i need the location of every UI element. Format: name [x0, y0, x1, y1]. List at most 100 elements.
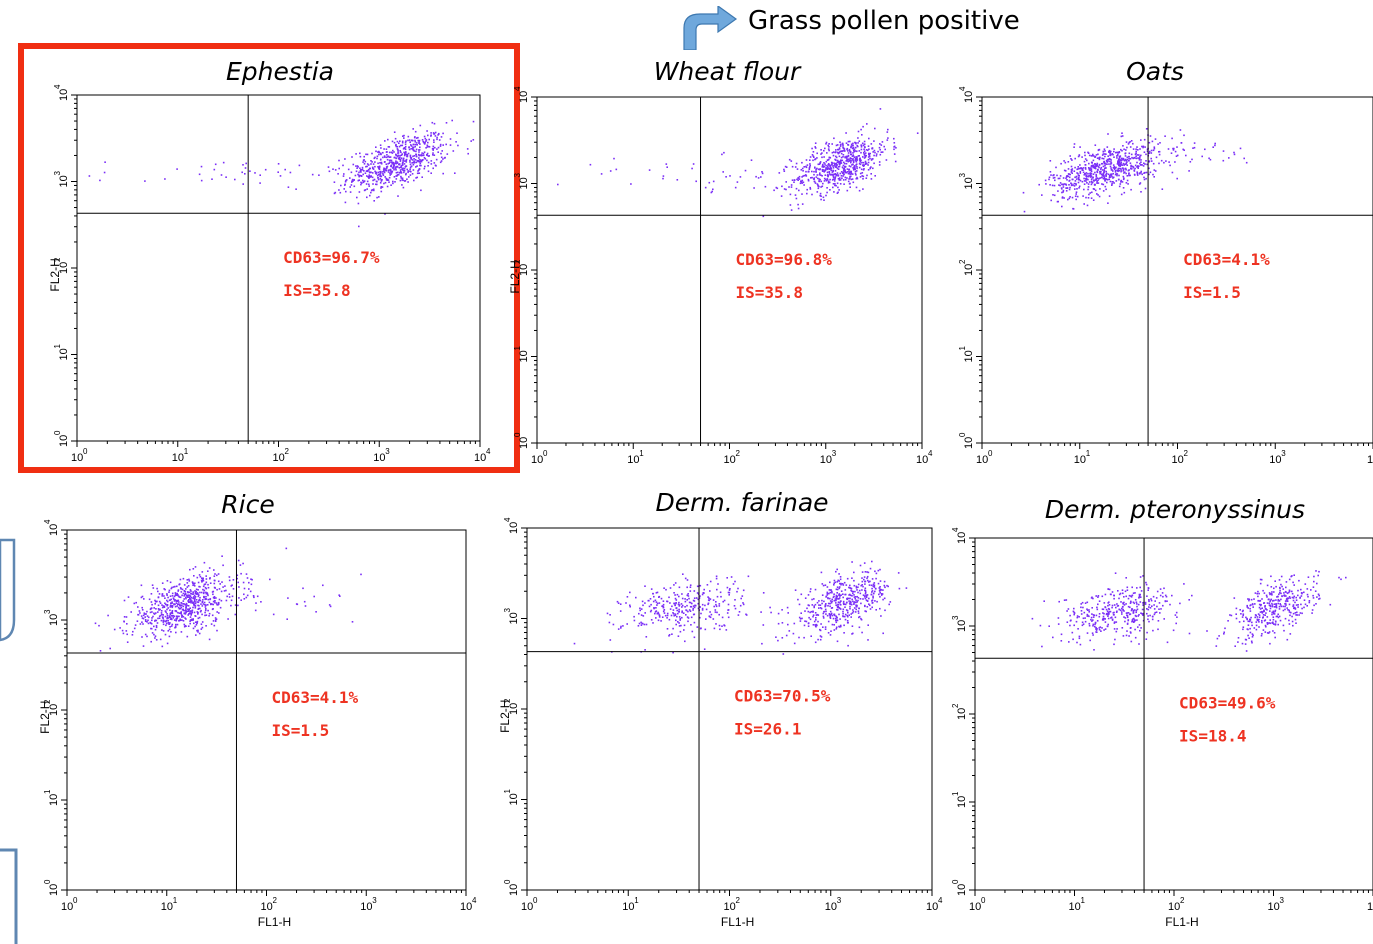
- event-dot: [1137, 167, 1139, 169]
- event-dot: [1233, 153, 1236, 156]
- event-dot: [887, 137, 889, 139]
- event-dot: [1126, 158, 1128, 161]
- event-dot: [811, 176, 813, 179]
- event-dot: [198, 604, 200, 607]
- event-dot: [1256, 618, 1259, 621]
- event-dot: [827, 605, 829, 607]
- event-dot: [363, 163, 366, 165]
- event-dot: [188, 599, 190, 601]
- event-dot: [826, 614, 829, 617]
- event-dot: [234, 613, 237, 616]
- event-dot: [1058, 600, 1060, 603]
- event-dot: [1128, 159, 1130, 162]
- event-dot: [177, 599, 180, 602]
- event-dot: [1074, 180, 1077, 182]
- event-dot: [383, 155, 386, 157]
- event-dot: [811, 154, 814, 156]
- event-dot: [818, 174, 821, 176]
- event-dot: [1269, 642, 1271, 645]
- event-dot: [1214, 142, 1216, 145]
- cd63-percentage: CD63=4.1%: [271, 688, 358, 707]
- event-dot: [189, 620, 191, 622]
- event-dot: [809, 611, 811, 614]
- event-dot: [686, 594, 689, 597]
- event-dot: [836, 192, 839, 194]
- event-dot: [1053, 194, 1056, 197]
- y-tick-exponent: 3: [513, 173, 522, 178]
- event-dot: [189, 595, 192, 597]
- x-tick-exponent: 4: [486, 447, 491, 456]
- event-dot: [1251, 641, 1253, 644]
- event-dot: [1120, 193, 1123, 196]
- event-dot: [208, 601, 211, 604]
- event-dot: [792, 632, 795, 635]
- event-dot: [1091, 191, 1093, 194]
- event-dot: [852, 590, 854, 593]
- event-dot: [816, 613, 819, 616]
- event-dot: [805, 175, 808, 177]
- event-dot: [859, 163, 862, 166]
- event-dot: [1085, 172, 1088, 174]
- event-dot: [195, 588, 198, 591]
- event-dot: [880, 151, 883, 153]
- event-dot: [1086, 159, 1088, 162]
- event-dot: [189, 597, 191, 599]
- event-dot: [424, 137, 427, 140]
- event-dot: [690, 624, 692, 626]
- event-dot: [206, 604, 209, 606]
- event-dot: [1279, 619, 1282, 622]
- event-dot: [1125, 159, 1128, 162]
- event-dot: [883, 580, 886, 583]
- event-dot: [833, 173, 835, 176]
- event-dot: [800, 180, 803, 183]
- event-dot: [826, 171, 829, 174]
- event-dot: [171, 611, 173, 613]
- event-dot: [387, 155, 390, 158]
- event-dot: [1100, 173, 1103, 176]
- event-dot: [391, 162, 393, 165]
- event-dot: [147, 616, 150, 619]
- event-dot: [287, 186, 290, 188]
- event-dot: [186, 610, 188, 613]
- event-dot: [858, 150, 861, 152]
- event-dot: [867, 639, 869, 641]
- event-dot: [837, 186, 839, 189]
- event-dot: [848, 173, 851, 175]
- event-dot: [1110, 617, 1112, 619]
- event-dot: [843, 167, 846, 170]
- event-dot: [198, 607, 200, 610]
- event-dot: [360, 175, 363, 177]
- event-dot: [1107, 617, 1110, 620]
- event-dot: [200, 623, 203, 625]
- event-dot: [1103, 161, 1105, 163]
- event-dot: [1102, 612, 1104, 614]
- event-dot: [238, 597, 240, 599]
- event-dot: [1097, 194, 1099, 196]
- event-dot: [1259, 611, 1262, 613]
- event-dot: [405, 153, 408, 156]
- event-dot: [1119, 592, 1122, 595]
- event-dot: [681, 593, 683, 595]
- event-dot: [217, 601, 220, 604]
- event-dot: [1072, 207, 1074, 210]
- y-tick-label: 10: [48, 794, 60, 806]
- event-dot: [413, 158, 415, 160]
- event-dot: [1059, 184, 1061, 187]
- event-dot: [841, 172, 844, 175]
- event-dot: [183, 590, 186, 592]
- event-dot: [119, 627, 121, 629]
- event-dot: [201, 605, 204, 607]
- event-dot: [1067, 198, 1069, 201]
- event-dot: [430, 134, 432, 136]
- event-dot: [155, 600, 158, 603]
- x-tick-label: 10: [1172, 454, 1184, 466]
- event-dot: [879, 568, 881, 571]
- event-dot: [413, 143, 415, 146]
- event-dot: [432, 152, 434, 154]
- x-tick-label: 10: [1367, 454, 1373, 466]
- event-dot: [1258, 606, 1261, 609]
- event-dot: [360, 183, 362, 186]
- event-dot: [1147, 608, 1150, 611]
- event-dot: [851, 612, 854, 614]
- event-dot: [1088, 175, 1090, 178]
